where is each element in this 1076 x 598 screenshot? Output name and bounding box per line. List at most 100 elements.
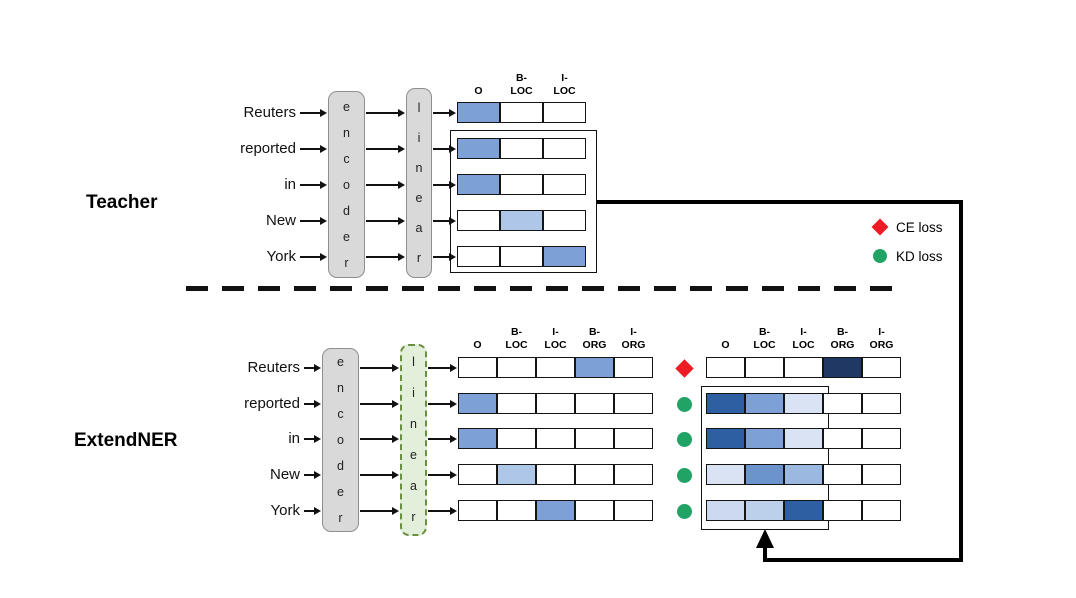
prob-cell xyxy=(500,174,543,195)
teacher-output-box xyxy=(450,130,597,273)
student-pred-row xyxy=(458,393,653,414)
prob-cell xyxy=(457,174,500,195)
teacher-target-row xyxy=(706,393,901,414)
loss-legend: CE loss KD loss xyxy=(871,216,943,274)
prob-cell xyxy=(543,138,586,159)
prob-cell xyxy=(536,464,575,485)
prob-cell xyxy=(745,428,784,449)
prob-cell xyxy=(457,138,500,159)
input-word: York xyxy=(270,502,300,519)
input-word: reported xyxy=(244,395,300,412)
col-header: B- LOC xyxy=(510,72,533,97)
teacher-target-row xyxy=(706,357,901,378)
kd-loss-icon xyxy=(676,431,692,447)
prob-cell xyxy=(784,357,823,378)
linear-vertical-label: l i n e a r xyxy=(415,101,423,265)
prob-cell xyxy=(458,464,497,485)
prob-cell xyxy=(500,210,543,231)
prob-cell xyxy=(457,210,500,231)
prob-cell xyxy=(458,357,497,378)
kd-loss-icon xyxy=(676,503,692,519)
prob-cell xyxy=(458,500,497,521)
flow-arrow-icon xyxy=(304,471,321,479)
legend-kd-item: KD loss xyxy=(872,245,943,267)
prob-cell xyxy=(706,500,745,521)
teacher-label: Teacher xyxy=(86,192,158,213)
prob-cell xyxy=(823,500,862,521)
prob-cell xyxy=(575,357,614,378)
flow-arrow-icon xyxy=(428,471,457,479)
teacher-target-row xyxy=(706,500,901,521)
prob-cell xyxy=(458,393,497,414)
encoder-vertical-label: e n c o d e r xyxy=(343,99,350,270)
flow-arrow-icon xyxy=(304,435,321,443)
flow-arrow-icon xyxy=(304,400,321,408)
col-header: I- ORG xyxy=(621,326,646,351)
flow-arrow-icon xyxy=(300,109,327,117)
prob-cell xyxy=(500,138,543,159)
flow-arrow-icon xyxy=(300,253,327,261)
prob-cell xyxy=(706,393,745,414)
prob-cell xyxy=(497,393,536,414)
flow-arrow-icon xyxy=(433,253,456,261)
prob-cell xyxy=(706,464,745,485)
section-divider xyxy=(186,286,898,291)
ce-loss-icon xyxy=(674,358,694,378)
prob-cell xyxy=(862,393,901,414)
prob-cell xyxy=(823,464,862,485)
prob-cell xyxy=(784,500,823,521)
prob-cell xyxy=(543,210,586,231)
prob-cell xyxy=(823,393,862,414)
legend-kd-label: KD loss xyxy=(896,248,943,264)
prob-cell xyxy=(500,246,543,267)
col-header: O xyxy=(721,338,730,351)
ce-loss-icon xyxy=(871,218,889,236)
col-header: B- LOC xyxy=(505,326,528,351)
input-word: Reuters xyxy=(243,104,296,121)
flow-arrow-icon xyxy=(300,181,327,189)
teacher-prob-row xyxy=(457,210,586,231)
prob-cell xyxy=(614,428,653,449)
prob-cell xyxy=(575,464,614,485)
flow-arrow-icon xyxy=(433,217,456,225)
prob-cell xyxy=(862,357,901,378)
prob-cell xyxy=(536,428,575,449)
prob-cell xyxy=(614,500,653,521)
prob-cell xyxy=(823,428,862,449)
flow-arrow-icon xyxy=(360,435,399,443)
flow-arrow-icon xyxy=(360,507,399,515)
input-word: in xyxy=(284,176,296,193)
teacher-target-header-row: O B- LOC I- LOC B- ORG I- ORG xyxy=(706,315,901,351)
kd-loss-icon xyxy=(873,249,887,263)
col-header: I- LOC xyxy=(792,326,815,351)
prob-cell xyxy=(457,246,500,267)
prob-cell xyxy=(536,500,575,521)
flow-arrow-icon xyxy=(366,181,405,189)
encoder-vertical-label: e n c o d e r xyxy=(337,355,344,525)
flow-arrow-icon xyxy=(366,109,405,117)
prob-cell xyxy=(536,393,575,414)
flow-arrow-icon xyxy=(433,109,456,117)
flow-arrow-icon xyxy=(304,507,321,515)
prob-cell xyxy=(575,500,614,521)
prob-cell xyxy=(862,428,901,449)
prob-cell xyxy=(784,428,823,449)
student-pred-row xyxy=(458,500,653,521)
input-word: reported xyxy=(240,140,296,157)
prob-cell xyxy=(575,428,614,449)
prob-cell xyxy=(575,393,614,414)
input-word: New xyxy=(265,212,296,229)
teacher-prob-row xyxy=(457,174,586,195)
prob-cell xyxy=(614,393,653,414)
flow-arrow-icon xyxy=(366,253,405,261)
prob-cell xyxy=(536,357,575,378)
prob-cell xyxy=(823,357,862,378)
flow-arrow-icon xyxy=(360,400,399,408)
prob-cell xyxy=(497,428,536,449)
flow-arrow-icon xyxy=(428,364,457,372)
col-header: O xyxy=(473,338,482,351)
prob-cell xyxy=(497,464,536,485)
prob-cell xyxy=(745,464,784,485)
prob-cell xyxy=(458,428,497,449)
